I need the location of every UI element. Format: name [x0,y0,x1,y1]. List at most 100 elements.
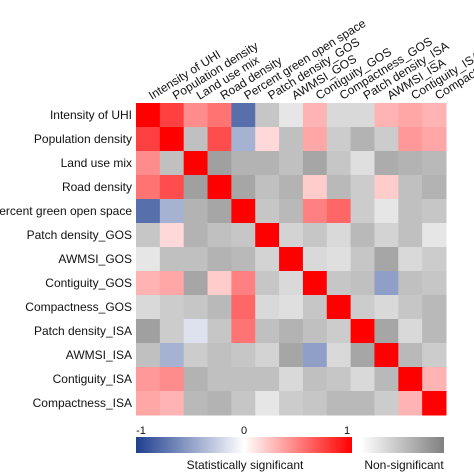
row-label: AWMSI_GOS [58,252,132,266]
heatmap-cell-r5-c8 [326,223,352,248]
heatmap-cell-r7-c2 [183,271,209,296]
heatmap-cell-r9-c10 [374,319,399,344]
row-label: Compactness_ISA [33,396,132,410]
heatmap-cell-r7-c8 [326,271,352,296]
heatmap-cell-r9-c2 [183,319,209,344]
nonsignificant-colorbar [361,437,444,453]
heatmap-cell-r8-c8 [326,295,352,320]
row-label: Contiguity_ISA [53,372,132,386]
heatmap-cell-r3-c12 [422,175,447,200]
legend-tick-min: -1 [136,425,146,437]
heatmap-cell-r0-c2 [183,103,209,128]
heatmap-cell-r2-c8 [326,151,352,176]
heatmap-cell-r9-c5 [255,319,280,344]
heatmap-cell-r12-c8 [326,391,352,416]
heatmap-cell-r10-c10 [374,343,399,368]
heatmap-cell-r1-c8 [326,127,352,152]
heatmap-cell-r2-c10 [374,151,399,176]
heatmap-cell-r9-c6 [279,319,304,344]
heatmap-cell-r6-c12 [422,247,447,272]
heatmap-cell-r4-c0 [136,199,161,224]
heatmap-cell-r7-c11 [398,271,423,296]
heatmap-cell-r5-c6 [279,223,304,248]
heatmap-cell-r10-c11 [398,343,423,368]
heatmap-cell-r3-c9 [350,175,375,200]
heatmap-cell-r4-c5 [255,199,280,224]
heatmap-cell-r3-c4 [231,175,256,200]
heatmap-cell-r8-c5 [255,295,280,320]
heatmap-cell-r0-c12 [422,103,447,128]
heatmap-cell-r5-c3 [207,223,232,248]
heatmap-cell-r10-c6 [279,343,304,368]
heatmap-cell-r6-c6 [279,247,304,272]
heatmap-cell-r12-c1 [159,391,185,416]
row-label: Patch density_GOS [27,228,132,242]
row-labels: Intensity of UHI Population density Land u… [0,108,132,410]
heatmap-cell-r5-c10 [374,223,399,248]
heatmap-cell-r3-c3 [207,175,232,200]
heatmap-cell-r5-c1 [159,223,185,248]
heatmap-cell-r6-c9 [350,247,375,272]
heatmap-cell-r9-c4 [231,319,256,344]
heatmap-cell-r12-c10 [374,391,399,416]
heatmap-cell-r11-c8 [326,367,352,392]
heatmap-cell-r4-c9 [350,199,375,224]
heatmap-cell-r12-c5 [255,391,280,416]
heatmap-cell-r12-c2 [183,391,209,416]
heatmap-cell-r1-c6 [279,127,304,152]
heatmap-cell-r4-c6 [279,199,304,224]
heatmap-cell-r0-c8 [326,103,352,128]
row-label: Compactness_GOS [25,300,132,314]
heatmap-cell-r8-c2 [183,295,209,320]
heatmap-cell-r9-c1 [159,319,185,344]
heatmap-cell-r6-c2 [183,247,209,272]
heatmap-cell-r6-c7 [302,247,328,272]
heatmap-cell-r9-c0 [136,319,161,344]
heatmap-cell-r10-c5 [255,343,280,368]
heatmap-cell-r0-c1 [159,103,185,128]
heatmap-cell-r9-c9 [350,319,375,344]
heatmap-cell-r2-c5 [255,151,280,176]
heatmap-cell-r6-c3 [207,247,232,272]
row-label: Population density [34,132,132,146]
heatmap-cell-r3-c5 [255,175,280,200]
heatmap-cell-r12-c6 [279,391,304,416]
heatmap-cell-r5-c5 [255,223,280,248]
heatmap-cell-r9-c7 [302,319,328,344]
heatmap-cell-r5-c7 [302,223,328,248]
heatmap-cell-r12-c11 [398,391,423,416]
heatmap-cell-r10-c4 [231,343,256,368]
heatmap-cell-r11-c1 [159,367,185,392]
heatmap-cell-r7-c7 [302,271,328,296]
heatmap-cell-r1-c5 [255,127,280,152]
heatmap-cell-r1-c11 [398,127,423,152]
heatmap-cell-r11-c7 [302,367,328,392]
heatmap-cell-r8-c0 [136,295,161,320]
heatmap-cell-r10-c1 [159,343,185,368]
legend-tick-zero: 0 [241,425,247,437]
heatmap-cell-r8-c3 [207,295,232,320]
heatmap-cell-r11-c5 [255,367,280,392]
heatmap-cell-r3-c10 [374,175,399,200]
heatmap-cell-r10-c2 [183,343,209,368]
heatmap-cell-r10-c9 [350,343,375,368]
row-label: AWMSI_ISA [66,348,132,362]
heatmap-cell-r7-c4 [231,271,256,296]
heatmap-cell-r6-c0 [136,247,161,272]
heatmap-cell-r4-c2 [183,199,209,224]
heatmap-cell-r3-c8 [326,175,352,200]
significant-colorbar [136,437,352,453]
heatmap-cell-r3-c11 [398,175,423,200]
heatmap-cell-r2-c1 [159,151,185,176]
heatmap-cell-r10-c8 [326,343,352,368]
heatmap-cell-r6-c5 [255,247,280,272]
heatmap-cell-r10-c0 [136,343,161,368]
row-label: Percent green open space [0,204,132,218]
heatmap-cell-r8-c6 [279,295,304,320]
heatmap-cell-r8-c12 [422,295,447,320]
heatmap-cell-r12-c9 [350,391,375,416]
heatmap-cell-r4-c7 [302,199,328,224]
heatmap-cell-r1-c9 [350,127,375,152]
heatmap-cell-r7-c10 [374,271,399,296]
heatmap-cell-r0-c5 [255,103,280,128]
